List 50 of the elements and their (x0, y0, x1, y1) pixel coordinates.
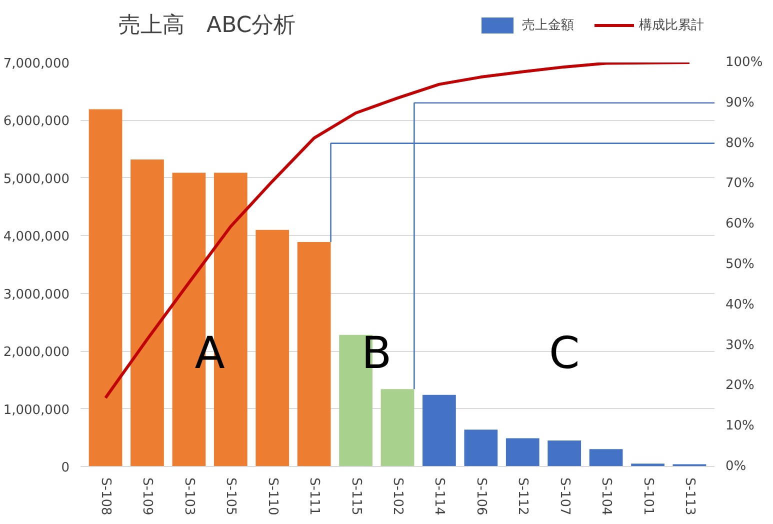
x-tick-label: S-107 (556, 478, 572, 516)
y2-tick-label: 100% (726, 55, 763, 70)
legend-label: 構成比累計 (639, 17, 704, 34)
bar (548, 440, 582, 466)
bar (380, 389, 414, 466)
x-tick-label: S-111 (306, 478, 322, 516)
legend-label: 売上金額 (522, 17, 574, 34)
bar (589, 449, 623, 466)
bar (297, 242, 331, 466)
y2-tick-label: 50% (726, 257, 754, 272)
bar (88, 109, 122, 466)
y-tick-label: 2,000,000 (3, 345, 70, 360)
bar (422, 394, 456, 466)
y-tick-label: 1,000,000 (3, 402, 70, 418)
y-tick-label: 0 (61, 460, 70, 476)
bar (130, 159, 164, 466)
line-series (104, 62, 691, 400)
y2-tick-label: 40% (726, 297, 754, 312)
y2-tick-label: 70% (726, 176, 754, 192)
annotation: B (362, 328, 392, 379)
y-tick-label: 3,000,000 (3, 287, 70, 302)
x-tick-label: S-105 (223, 478, 238, 516)
x-tick-label: S-104 (598, 478, 614, 516)
x-tick-label: S-115 (348, 478, 364, 516)
x-tick-label: S-108 (98, 478, 114, 516)
y2-tick-label: 20% (726, 378, 754, 394)
y2-tick-label: 80% (726, 136, 754, 151)
bar (506, 438, 540, 466)
y2-tick-label: 90% (726, 95, 754, 110)
y2-tick-label: 60% (726, 216, 754, 232)
y2-tick-label: 30% (726, 338, 754, 353)
x-tick-label: S-102 (390, 478, 405, 516)
y-tick-label: 5,000,000 (3, 172, 70, 187)
x-tick-label: S-110 (264, 478, 280, 516)
y2-tick-label: 10% (726, 418, 754, 434)
x-tick-label: S-101 (640, 478, 656, 516)
x-tick-label: S-113 (682, 478, 697, 516)
x-tick-label: S-114 (432, 478, 447, 516)
annotation: C (548, 328, 580, 379)
y-tick-label: 6,000,000 (3, 114, 70, 130)
x-tick-label: S-106 (473, 478, 488, 516)
y-tick-label: 4,000,000 (3, 230, 70, 245)
chart-title: 売上高 ABC分析 (118, 13, 296, 38)
y-tick-label: 7,000,000 (3, 56, 70, 72)
x-tick-label: S-109 (140, 478, 155, 516)
x-tick-label: S-112 (515, 478, 530, 516)
bar (256, 230, 290, 466)
x-tick-label: S-103 (181, 478, 196, 516)
bar (464, 430, 498, 466)
y2-tick-label: 0% (726, 459, 746, 474)
